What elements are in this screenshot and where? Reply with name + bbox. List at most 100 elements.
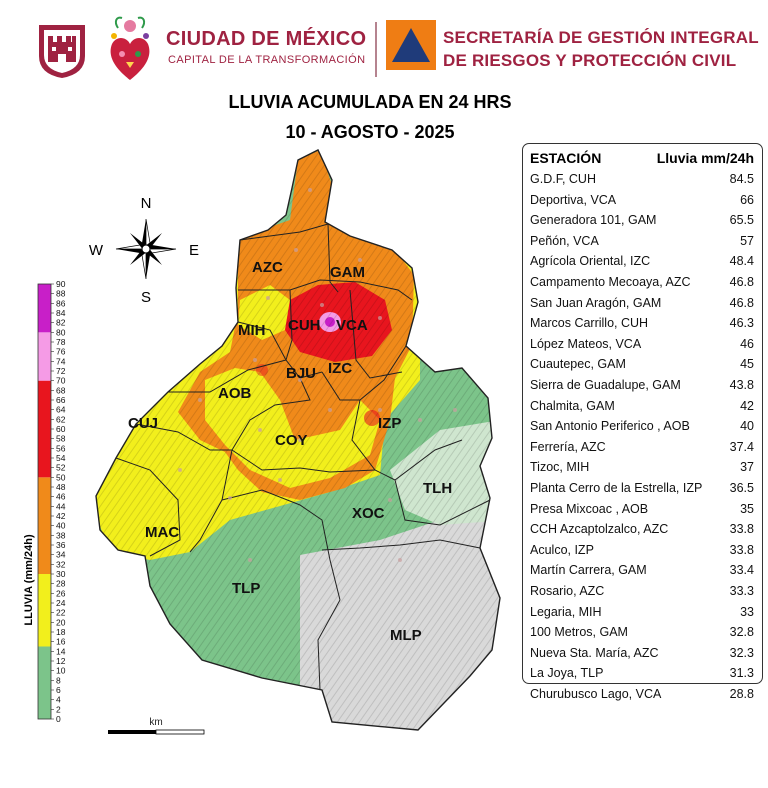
station-name: Sierra de Guadalupe, GAM — [530, 378, 681, 392]
legend-tick-label: 2 — [56, 704, 61, 714]
rain-value: 42 — [740, 398, 754, 413]
district-label: COY — [275, 432, 308, 449]
legend-tick-label: 82 — [56, 318, 66, 328]
station-name: Churubusco Lago, VCA — [530, 687, 662, 701]
rain-value: 33.3 — [729, 584, 754, 598]
station-name: Rosario, AZC — [530, 584, 605, 598]
table-row: CCH Azcaptolzalco, AZC 33.8 — [530, 522, 754, 542]
district-label: BJU — [286, 365, 316, 382]
legend-tick-label: 38 — [56, 530, 66, 540]
legend-tick-label: 90 — [56, 279, 66, 289]
table-row: Presa Mixcoac , AOB 35 — [530, 502, 754, 522]
legend-tick-label: 60 — [56, 424, 66, 434]
rain-value: 37.4 — [729, 439, 754, 454]
scale-bar: km 0 10 — [106, 717, 209, 740]
legend-frame — [37, 283, 52, 720]
table-row: López Mateos, VCA 46 — [530, 337, 754, 357]
station-name: Agrícola Oriental, IZC — [530, 254, 651, 269]
table-row: G.D.F, CUH 84.5 — [530, 172, 754, 192]
legend-tick-label: 70 — [56, 376, 66, 386]
heart-logo-icon — [110, 16, 150, 80]
rain-value: 35 — [740, 501, 754, 516]
agency-title-line2: DE RIESGOS Y PROTECCIÓN CIVIL — [443, 51, 737, 70]
legend-band — [38, 284, 51, 333]
district-label: CUH — [288, 317, 321, 334]
station-name: CCH Azcaptolzalco, AZC — [530, 522, 669, 537]
legend-band — [38, 380, 51, 478]
station-name: Generadora 101, GAM — [530, 213, 657, 228]
rain-value: 33.8 — [729, 522, 754, 537]
station-table: ESTACIÓN Lluvia mm/24h G.D.F, CUH 84.5 Dep… — [522, 143, 763, 701]
legend-tick-label: 40 — [56, 521, 66, 531]
station-name: Aculco, IZP — [530, 542, 594, 557]
district-label: MLP — [390, 627, 422, 644]
legend-tick-label: 36 — [56, 540, 66, 550]
table-row: Ferrería, AZC 37.4 — [530, 440, 754, 460]
district-label: IZC — [328, 360, 352, 377]
table-row: Legaria, MIH 33 — [530, 605, 754, 625]
compass-west: W — [89, 242, 104, 259]
map-title: LLUVIA ACUMULADA EN 24 HRS — [228, 92, 512, 112]
legend-tick-label: 18 — [56, 627, 66, 637]
station-name: Ferrería, AZC — [530, 439, 606, 454]
legend-tick-label: 88 — [56, 289, 66, 299]
legend-tick-label: 84 — [56, 308, 66, 318]
legend-band — [38, 477, 51, 574]
rain-value: 36.5 — [729, 481, 754, 495]
table-row: Planta Cerro de la Estrella, IZP 36.5 — [530, 481, 754, 501]
legend-tick-label: 66 — [56, 395, 66, 405]
station-name: Campamento Mecoaya, AZC — [530, 275, 691, 289]
legend-tick-label: 44 — [56, 501, 66, 511]
rain-value: 28.8 — [729, 687, 754, 701]
legend-tick-label: 80 — [56, 327, 66, 337]
legend-tick-label: 72 — [56, 366, 66, 376]
table-row: Peñón, VCA 57 — [530, 234, 754, 254]
table-row: La Joya, TLP 31.3 — [530, 666, 754, 686]
rain-value: 32.8 — [729, 625, 754, 640]
station-name: Tizoc, MIH — [530, 460, 590, 475]
station-name: Planta Cerro de la Estrella, IZP — [530, 481, 703, 495]
legend-tick-label: 22 — [56, 608, 66, 618]
legend-tick-label: 20 — [56, 617, 66, 627]
table-row: Rosario, AZC 33.3 — [530, 584, 754, 604]
table-row: Aculco, IZP 33.8 — [530, 543, 754, 563]
table-row: Nueva Sta. María, AZC 32.3 — [530, 646, 754, 666]
legend-tick-label: 6 — [56, 685, 61, 695]
legend-tick-label: 32 — [56, 559, 66, 569]
legend-tick-label: 50 — [56, 472, 66, 482]
compass-south: S — [141, 289, 151, 306]
legend-tick-label: 30 — [56, 569, 66, 579]
city-subtitle: CAPITAL DE LA TRANSFORMACIÓN — [168, 54, 366, 66]
station-name: Peñón, VCA — [530, 233, 599, 248]
table-row: San Antonio Periferico , AOB 40 — [530, 419, 754, 439]
table-row: San Juan Aragón, GAM 46.8 — [530, 296, 754, 316]
scale-start: 0 — [106, 739, 111, 740]
rain-value: 33 — [740, 604, 754, 619]
district-label: GAM — [330, 264, 365, 281]
scale-end: 10 — [200, 739, 209, 740]
station-name: Nueva Sta. María, AZC — [530, 645, 659, 660]
station-name: G.D.F, CUH — [530, 172, 596, 186]
legend-tick-label: 0 — [56, 714, 61, 724]
legend-tick-label: 42 — [56, 511, 66, 521]
legend-tick-label: 46 — [56, 492, 66, 502]
legend-tick-label: 28 — [56, 579, 66, 589]
station-name: Marcos Carrillo, CUH — [530, 316, 649, 331]
table-header-station: ESTACIÓN — [530, 150, 602, 166]
compass-east: E — [189, 242, 199, 259]
rain-value: 48.4 — [729, 254, 754, 269]
station-name: San Antonio Periferico , AOB — [530, 419, 690, 434]
legend-tick-label: 10 — [56, 666, 66, 676]
rain-value: 57 — [740, 233, 754, 248]
district-label: XOC — [352, 505, 385, 522]
rain-value: 45 — [740, 357, 754, 372]
rain-value: 65.5 — [729, 213, 754, 228]
rain-value: 46.3 — [729, 316, 754, 331]
legend-band — [38, 574, 51, 647]
compass-north: N — [141, 195, 152, 212]
rain-value: 84.5 — [729, 172, 754, 186]
legend-tick-label: 8 — [56, 675, 61, 685]
district-label: CUJ — [128, 415, 158, 432]
rainfall-map: AZC GAM MIH CUH VCA BJU IZC AOB CUJ COY … — [89, 149, 501, 740]
civil-protection-triangle-icon — [386, 20, 436, 70]
